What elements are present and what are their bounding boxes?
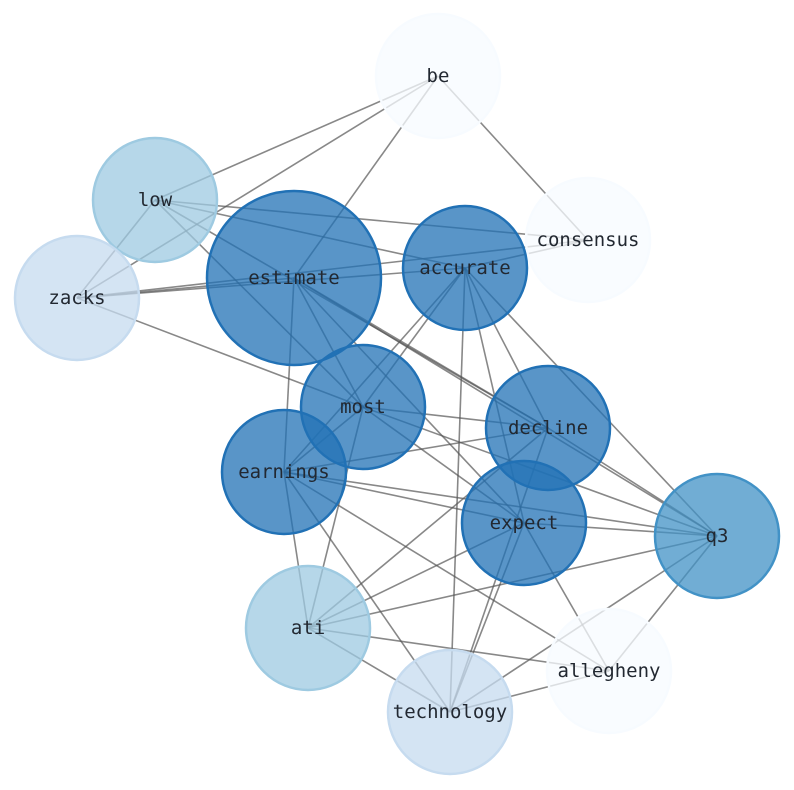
node-estimate: estimate bbox=[205, 189, 383, 367]
node-circle bbox=[220, 408, 348, 536]
node-accurate: accurate bbox=[401, 204, 529, 332]
node-label: ati bbox=[291, 617, 325, 639]
node-label: decline bbox=[508, 417, 588, 439]
node-label: most bbox=[340, 396, 386, 418]
nodes-layer: be consensus low zacks estimate accurate most d… bbox=[13, 12, 781, 776]
node-label: be bbox=[427, 65, 450, 87]
node-be: be bbox=[374, 12, 502, 140]
node-circle bbox=[91, 136, 219, 264]
edge-be-zacks bbox=[76, 75, 439, 299]
node-label: q3 bbox=[706, 525, 729, 547]
node-ati: ati bbox=[244, 564, 372, 692]
node-circle bbox=[545, 607, 673, 735]
node-label: earnings bbox=[238, 461, 330, 483]
node-circle bbox=[653, 472, 781, 600]
node-consensus: consensus bbox=[524, 176, 652, 304]
edge-earnings-allegheny bbox=[283, 471, 610, 672]
node-label: accurate bbox=[419, 257, 511, 279]
node-circle bbox=[13, 234, 141, 362]
node-label: estimate bbox=[248, 267, 340, 289]
edge-accurate-technology bbox=[449, 267, 466, 713]
node-circle bbox=[460, 459, 588, 587]
node-label: technology bbox=[393, 701, 507, 723]
node-technology: technology bbox=[386, 648, 514, 776]
node-circle bbox=[244, 564, 372, 692]
node-label: expect bbox=[490, 512, 559, 534]
node-low: low bbox=[91, 136, 219, 264]
node-zacks: zacks bbox=[13, 234, 141, 362]
node-allegheny: allegheny bbox=[545, 607, 673, 735]
node-label: zacks bbox=[48, 287, 105, 309]
node-q3: q3 bbox=[653, 472, 781, 600]
node-circle bbox=[524, 176, 652, 304]
node-earnings: earnings bbox=[220, 408, 348, 536]
node-circle bbox=[386, 648, 514, 776]
node-label: consensus bbox=[537, 229, 640, 251]
node-expect: expect bbox=[460, 459, 588, 587]
node-label: low bbox=[138, 189, 173, 211]
node-circle bbox=[401, 204, 529, 332]
node-label: allegheny bbox=[558, 660, 661, 682]
node-circle bbox=[205, 189, 383, 367]
node-circle bbox=[374, 12, 502, 140]
